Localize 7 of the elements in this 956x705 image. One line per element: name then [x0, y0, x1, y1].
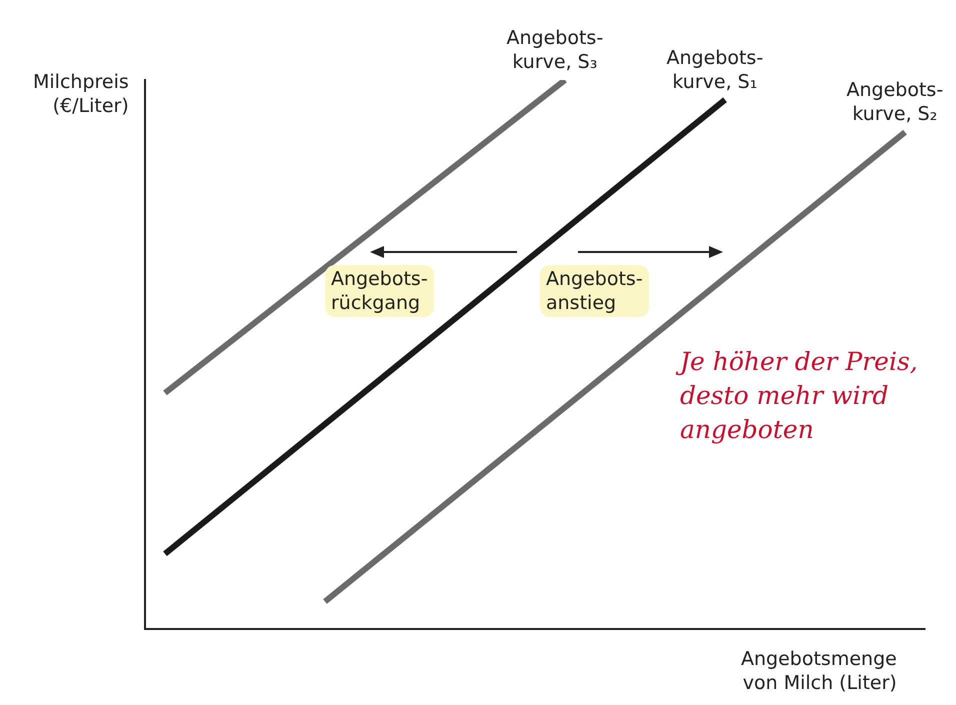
y-axis-title: Milchpreis (€/Liter) — [33, 70, 129, 118]
series-label: Angebots- kurve, S₂ — [846, 78, 944, 126]
annotation: Angebots- anstieg — [540, 265, 649, 317]
x-axis-title: Angebotsmenge von Milch (Liter) — [741, 647, 897, 695]
series-label: Angebots- kurve, S₁ — [666, 46, 764, 94]
series-label: Angebots- kurve, S₃ — [506, 26, 604, 74]
annotation: Angebots- rückgang — [325, 265, 434, 317]
